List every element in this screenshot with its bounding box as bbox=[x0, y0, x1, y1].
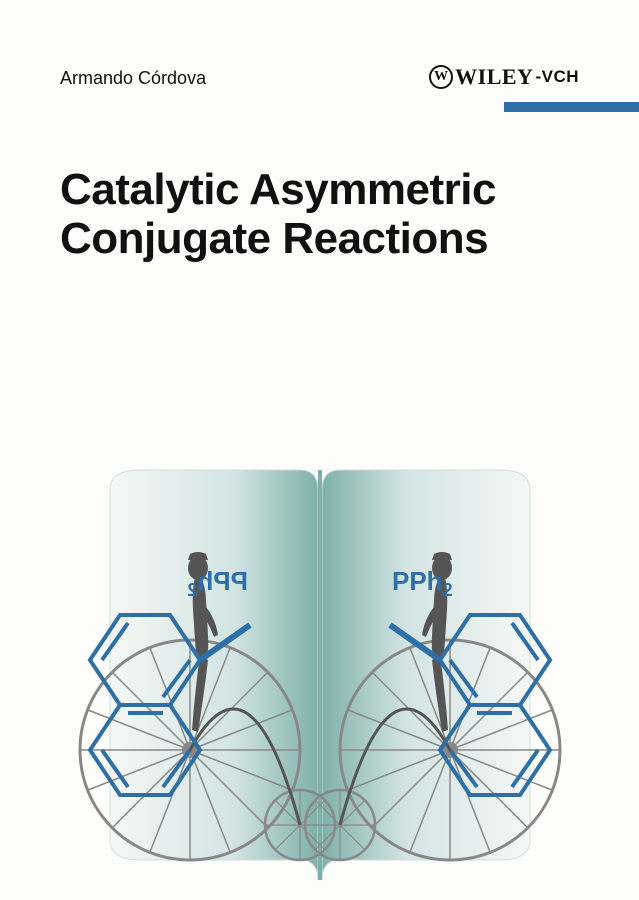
publisher-block: WWILEY-VCH bbox=[429, 64, 579, 90]
book-spine bbox=[318, 470, 322, 880]
book-page-right bbox=[322, 470, 530, 880]
header-row: Armando Córdova WWILEY-VCH bbox=[0, 64, 639, 104]
publisher-logo: WWILEY-VCH bbox=[429, 64, 579, 90]
book-title: Catalytic Asymmetric Conjugate Reactions bbox=[60, 165, 496, 264]
title-line-2: Conjugate Reactions bbox=[60, 214, 496, 263]
wiley-circle-icon: W bbox=[429, 65, 453, 89]
title-line-1: Catalytic Asymmetric bbox=[60, 165, 496, 214]
book-page-left bbox=[110, 470, 318, 880]
accent-bar bbox=[504, 102, 639, 112]
author-name: Armando Córdova bbox=[60, 68, 206, 89]
publisher-vch: -VCH bbox=[535, 67, 579, 87]
cover-illustration: PPh2 bbox=[0, 460, 639, 900]
publisher-wiley: WILEY bbox=[455, 64, 533, 90]
